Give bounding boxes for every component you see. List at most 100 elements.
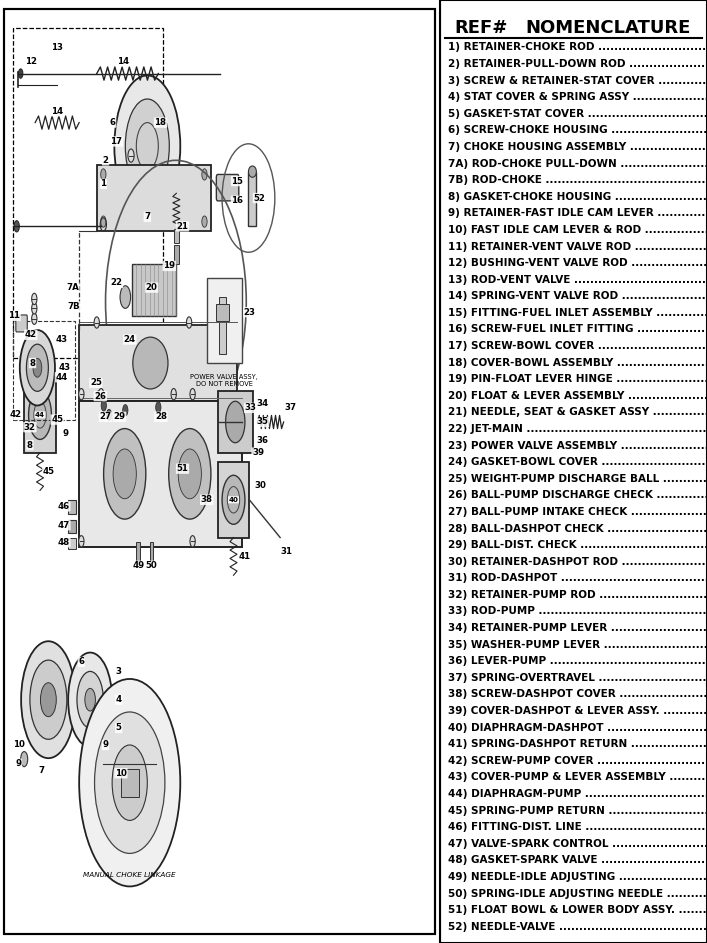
Ellipse shape: [95, 712, 165, 853]
Text: 7B: 7B: [68, 302, 80, 311]
Bar: [216, 304, 228, 321]
Text: 25) WEIGHT-PUMP DISCHARGE BALL .................................................: 25) WEIGHT-PUMP DISCHARGE BALL .........…: [448, 473, 707, 484]
Circle shape: [94, 317, 100, 328]
Bar: [206, 278, 242, 363]
Circle shape: [21, 752, 28, 767]
Bar: [97, 165, 211, 231]
Text: 50) SPRING-IDLE ADJUSTING NEEDLE ...............................................: 50) SPRING-IDLE ADJUSTING NEEDLE .......…: [448, 888, 707, 899]
Text: 28) BALL-DASHPOT CHECK ..................................................: 28) BALL-DASHPOT CHECK .................…: [448, 523, 707, 534]
Circle shape: [30, 660, 67, 739]
Circle shape: [222, 475, 245, 524]
Circle shape: [123, 405, 128, 416]
Text: 30: 30: [255, 481, 267, 490]
Text: 39: 39: [252, 448, 264, 457]
Text: 18) COVER-BOWL ASSEMBLY ..................................................: 18) COVER-BOWL ASSEMBLY ................…: [448, 357, 707, 368]
Bar: [24, 377, 56, 453]
Bar: [79, 325, 238, 401]
Circle shape: [101, 400, 107, 411]
Text: 10: 10: [13, 740, 25, 750]
Text: 34: 34: [257, 399, 269, 408]
Text: 26: 26: [94, 391, 106, 401]
Text: 14: 14: [117, 57, 129, 66]
Text: REF#: REF#: [455, 19, 508, 37]
Text: 43) COVER-PUMP & LEVER ASSEMBLY ................................................: 43) COVER-PUMP & LEVER ASSEMBLY ........…: [448, 772, 707, 783]
Circle shape: [32, 293, 37, 305]
FancyBboxPatch shape: [16, 315, 28, 332]
Circle shape: [21, 641, 76, 758]
Text: 37) SPRING-OVERTRAVEL ..................................................: 37) SPRING-OVERTRAVEL ..................…: [448, 673, 707, 683]
Text: 33) ROD-PUMP ..................................................: 33) ROD-PUMP ...........................…: [448, 606, 707, 617]
Text: POWER VALVE ASSY,
DO NOT REMOVE: POWER VALVE ASSY, DO NOT REMOVE: [190, 374, 258, 388]
Text: 10: 10: [115, 769, 127, 778]
Bar: [218, 462, 250, 538]
Circle shape: [78, 536, 84, 547]
Text: 1) RETAINER-CHOKE ROD ..................................................: 1) RETAINER-CHOKE ROD ..................…: [448, 42, 707, 53]
Circle shape: [33, 358, 42, 377]
Text: 22) JET-MAIN ..................................................: 22) JET-MAIN ...........................…: [448, 424, 707, 434]
Bar: [13, 321, 75, 420]
Circle shape: [125, 99, 169, 193]
Text: 47: 47: [58, 521, 70, 530]
Text: 15) FITTING-FUEL INLET ASSEMBLY ................................................: 15) FITTING-FUEL INLET ASSEMBLY ........…: [448, 307, 707, 318]
Circle shape: [78, 389, 84, 400]
Text: 7: 7: [39, 766, 45, 775]
Text: 9: 9: [103, 740, 109, 750]
Circle shape: [190, 536, 195, 547]
Text: 17: 17: [110, 137, 122, 146]
Text: 42) SCREW-PUMP COVER ..................................................: 42) SCREW-PUMP COVER ...................…: [448, 755, 707, 766]
Text: 6: 6: [110, 118, 115, 127]
Text: 8) GASKET-CHOKE HOUSING ..................................................: 8) GASKET-CHOKE HOUSING ................…: [448, 191, 707, 202]
Text: 44: 44: [55, 372, 68, 382]
Bar: [174, 245, 179, 264]
Text: 13: 13: [51, 42, 63, 52]
Text: 29) BALL-DIST. CHECK ..................................................: 29) BALL-DIST. CHECK ...................…: [448, 540, 707, 550]
Text: 29: 29: [114, 412, 126, 422]
Text: 43: 43: [59, 363, 71, 372]
Circle shape: [20, 330, 55, 405]
Text: 14: 14: [51, 107, 63, 116]
Bar: [149, 542, 153, 561]
Text: 35: 35: [257, 418, 269, 426]
Text: MANUAL CHOKE LINKAGE: MANUAL CHOKE LINKAGE: [83, 872, 176, 878]
Text: 24) GASKET-BOWL COVER ..................................................: 24) GASKET-BOWL COVER ..................…: [448, 457, 707, 467]
Text: 34) RETAINER-PUMP LEVER ..................................................: 34) RETAINER-PUMP LEVER ................…: [448, 623, 707, 633]
Text: 25: 25: [90, 378, 102, 388]
Ellipse shape: [133, 337, 168, 389]
Circle shape: [169, 428, 211, 519]
Text: 9) RETAINER-FAST IDLE CAM LEVER ................................................: 9) RETAINER-FAST IDLE CAM LEVER ........…: [448, 208, 707, 219]
Text: 41) SPRING-DASHPOT RETURN ..................................................: 41) SPRING-DASHPOT RETURN ..............…: [448, 739, 707, 749]
Circle shape: [201, 169, 207, 180]
Circle shape: [120, 286, 131, 308]
Circle shape: [190, 389, 195, 400]
Text: 30) RETAINER-DASHPOT ROD ..................................................: 30) RETAINER-DASHPOT ROD ...............…: [448, 556, 707, 567]
Text: 45: 45: [51, 415, 63, 424]
Text: 23: 23: [244, 307, 256, 317]
Text: 4) STAT COVER & SPRING ASSY ..................................................: 4) STAT COVER & SPRING ASSY ............…: [448, 92, 707, 102]
Circle shape: [26, 344, 48, 391]
Bar: [219, 297, 226, 354]
Text: 28: 28: [155, 412, 167, 422]
Circle shape: [68, 653, 112, 747]
Text: 49: 49: [132, 561, 145, 571]
Text: 8: 8: [27, 440, 33, 450]
Circle shape: [112, 745, 147, 820]
Text: 12: 12: [25, 57, 37, 66]
Text: 4: 4: [116, 695, 122, 704]
Text: 8: 8: [30, 358, 35, 368]
Text: 27: 27: [100, 412, 112, 422]
Bar: [68, 500, 76, 514]
Text: 16) SCREW-FUEL INLET FITTING ..................................................: 16) SCREW-FUEL INLET FITTING ...........…: [448, 324, 707, 335]
Bar: [136, 542, 140, 561]
Text: 5) GASKET-STAT COVER ..................................................: 5) GASKET-STAT COVER ...................…: [448, 108, 707, 119]
Text: 48: 48: [58, 538, 70, 547]
Text: 7A) ROD-CHOKE PULL-DOWN ..................................................: 7A) ROD-CHOKE PULL-DOWN ................…: [448, 158, 707, 169]
Text: 23) POWER VALVE ASSEMBLY ..................................................: 23) POWER VALVE ASSEMBLY ...............…: [448, 440, 707, 451]
Text: 40: 40: [228, 497, 238, 503]
Text: 6: 6: [78, 657, 84, 667]
Text: 41: 41: [238, 552, 250, 561]
Circle shape: [115, 75, 180, 217]
Text: 31: 31: [281, 547, 293, 556]
Text: 7A: 7A: [66, 283, 79, 292]
Circle shape: [201, 216, 207, 227]
FancyBboxPatch shape: [216, 174, 239, 201]
